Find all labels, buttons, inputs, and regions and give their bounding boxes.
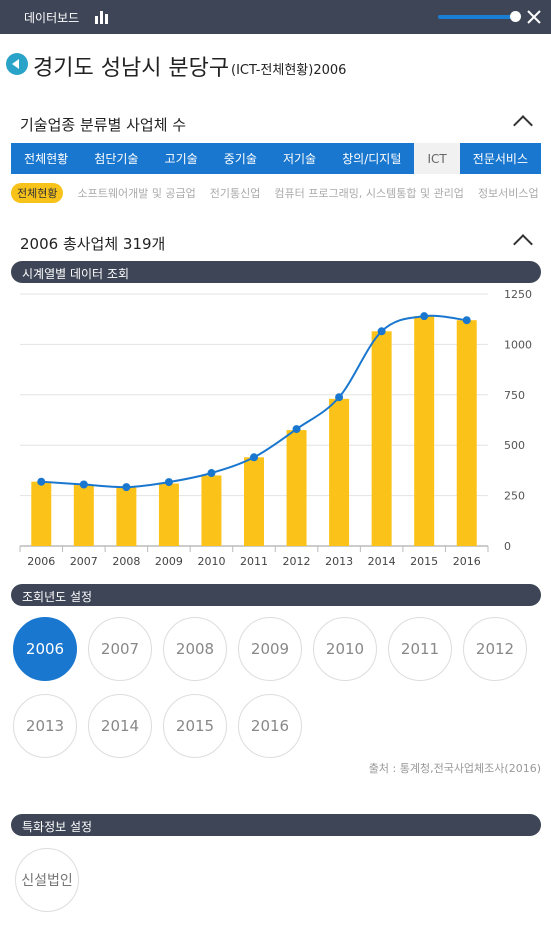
data-point-2010 [207, 469, 216, 478]
special-info-header: 특화정보 설정 [11, 814, 541, 836]
year-button-2013[interactable]: 2013 [13, 694, 77, 758]
tab-advanced-tech[interactable]: 고기술 [151, 143, 211, 174]
subcategory-tabs: 전체현황 소프트웨어개발 및 공급업 전기통신업 컴퓨터 프로그래밍, 시스템통… [11, 183, 541, 203]
year-button-2006[interactable]: 2006 [13, 617, 77, 681]
x-tick-label: 2007 [70, 555, 98, 568]
data-point-2016 [462, 316, 471, 325]
subtab-overall[interactable]: 전체현황 [11, 183, 64, 203]
x-tick-label: 2008 [112, 555, 140, 568]
bar-2014 [371, 331, 392, 546]
year-button-2012[interactable]: 2012 [463, 617, 527, 681]
y-tick-label: 500 [504, 439, 525, 452]
x-tick-label: 2010 [197, 555, 225, 568]
tab-professional-services[interactable]: 전문서비스 [459, 143, 542, 174]
timeseries-header-label: 시계열별 데이터 조회 [22, 267, 129, 281]
bar-2006 [31, 481, 52, 546]
y-tick-label: 0 [504, 540, 511, 553]
tab-creative-digital[interactable]: 창의/디지털 [329, 143, 415, 174]
y-tick-label: 1250 [504, 288, 532, 301]
tab-high-tech[interactable]: 첨단기술 [81, 143, 152, 174]
page-title: 경기도 성남시 분당구 [33, 56, 230, 81]
bar-chart-icon [95, 11, 108, 24]
year-button-2014[interactable]: 2014 [88, 694, 152, 758]
year-button-2009[interactable]: 2009 [238, 617, 302, 681]
title-row: 경기도 성남시 분당구 (ICT-전체현황)2006 [0, 50, 551, 81]
bar-2016 [456, 320, 477, 546]
x-tick-label: 2011 [240, 555, 268, 568]
page-subtitle: (ICT-전체현황)2006 [231, 63, 347, 78]
tab-medium-tech[interactable]: 중기술 [210, 143, 270, 174]
tech-section-title: 기술업종 분류별 사업체 수 [20, 116, 187, 134]
subtab-info-services[interactable]: 정보서비스업 [477, 187, 539, 200]
bar-2010 [201, 475, 222, 546]
app-title: 데이터보드 [24, 11, 80, 25]
back-arrow-icon[interactable] [6, 53, 28, 75]
data-point-2006 [37, 477, 46, 486]
x-tick-label: 2015 [410, 555, 438, 568]
source-note: 출처 : 통계청,전국사업체조사(2016) [368, 762, 541, 775]
data-point-2011 [250, 453, 258, 462]
data-point-2009 [164, 478, 173, 487]
new-corporation-button[interactable]: 신설법인 [15, 848, 79, 912]
bar-2007 [73, 484, 94, 546]
x-tick-label: 2012 [283, 555, 311, 568]
close-icon[interactable] [527, 10, 541, 24]
bar-2013 [329, 398, 350, 546]
timeseries-chart: 0 250 500 750 1000 1250 2006 2007 2008 2009 2010 20… [19, 288, 532, 568]
total-section-header[interactable]: 2006 총사업체 319개 [20, 233, 540, 257]
data-point-2008 [122, 483, 131, 492]
special-info-header-label: 특화정보 설정 [22, 820, 93, 834]
year-button-2015[interactable]: 2015 [163, 694, 227, 758]
category-tabs: 전체현황 첨단기술 고기술 중기술 저기술 창의/디지털 ICT 전문서비스 [11, 143, 542, 174]
data-point-2013 [335, 393, 344, 402]
bar-2008 [116, 487, 137, 546]
total-section-title: 2006 총사업체 319개 [20, 235, 166, 253]
chevron-up-icon[interactable] [513, 115, 533, 135]
tab-ict[interactable]: ICT [414, 143, 460, 174]
bar-2012 [286, 430, 307, 546]
year-button-2010[interactable]: 2010 [313, 617, 377, 681]
year-button-2011[interactable]: 2011 [388, 617, 452, 681]
year-button-2007[interactable]: 2007 [88, 617, 152, 681]
y-tick-label: 1000 [504, 338, 532, 351]
data-point-2014 [377, 327, 386, 336]
year-setting-header: 조회년도 설정 [11, 584, 541, 606]
timeseries-header: 시계열별 데이터 조회 [11, 261, 541, 283]
chevron-up-icon[interactable] [513, 234, 533, 254]
subtab-programming[interactable]: 컴퓨터 프로그래밍, 시스템통합 및 관리업 [274, 187, 464, 200]
tab-low-tech[interactable]: 저기술 [269, 143, 330, 174]
data-point-2015 [420, 312, 429, 321]
bar-2009 [158, 483, 179, 546]
x-tick-label: 2009 [155, 555, 183, 568]
x-tick-label: 2016 [453, 555, 481, 568]
top-bar: 데이터보드 [0, 0, 551, 34]
subtab-telecom[interactable]: 전기통신업 [209, 187, 261, 200]
year-button-2016[interactable]: 2016 [238, 694, 302, 758]
x-tick-label: 2014 [368, 555, 396, 568]
subtab-software[interactable]: 소프트웨어개발 및 공급업 [77, 187, 196, 200]
x-tick-label: 2013 [325, 555, 353, 568]
year-setting-header-label: 조회년도 설정 [22, 590, 93, 604]
slider-handle[interactable] [510, 11, 521, 22]
opacity-slider[interactable] [438, 15, 516, 19]
tab-overall[interactable]: 전체현황 [11, 143, 82, 174]
y-tick-label: 750 [504, 389, 525, 402]
x-tick-label: 2006 [27, 555, 55, 568]
data-point-2007 [79, 480, 88, 489]
bar-2015 [414, 316, 435, 546]
data-point-2012 [292, 425, 301, 434]
y-tick-label: 250 [504, 490, 525, 503]
tech-section-header[interactable]: 기술업종 분류별 사업체 수 [20, 114, 540, 138]
bar-2011 [244, 457, 264, 546]
year-button-2008[interactable]: 2008 [163, 617, 227, 681]
